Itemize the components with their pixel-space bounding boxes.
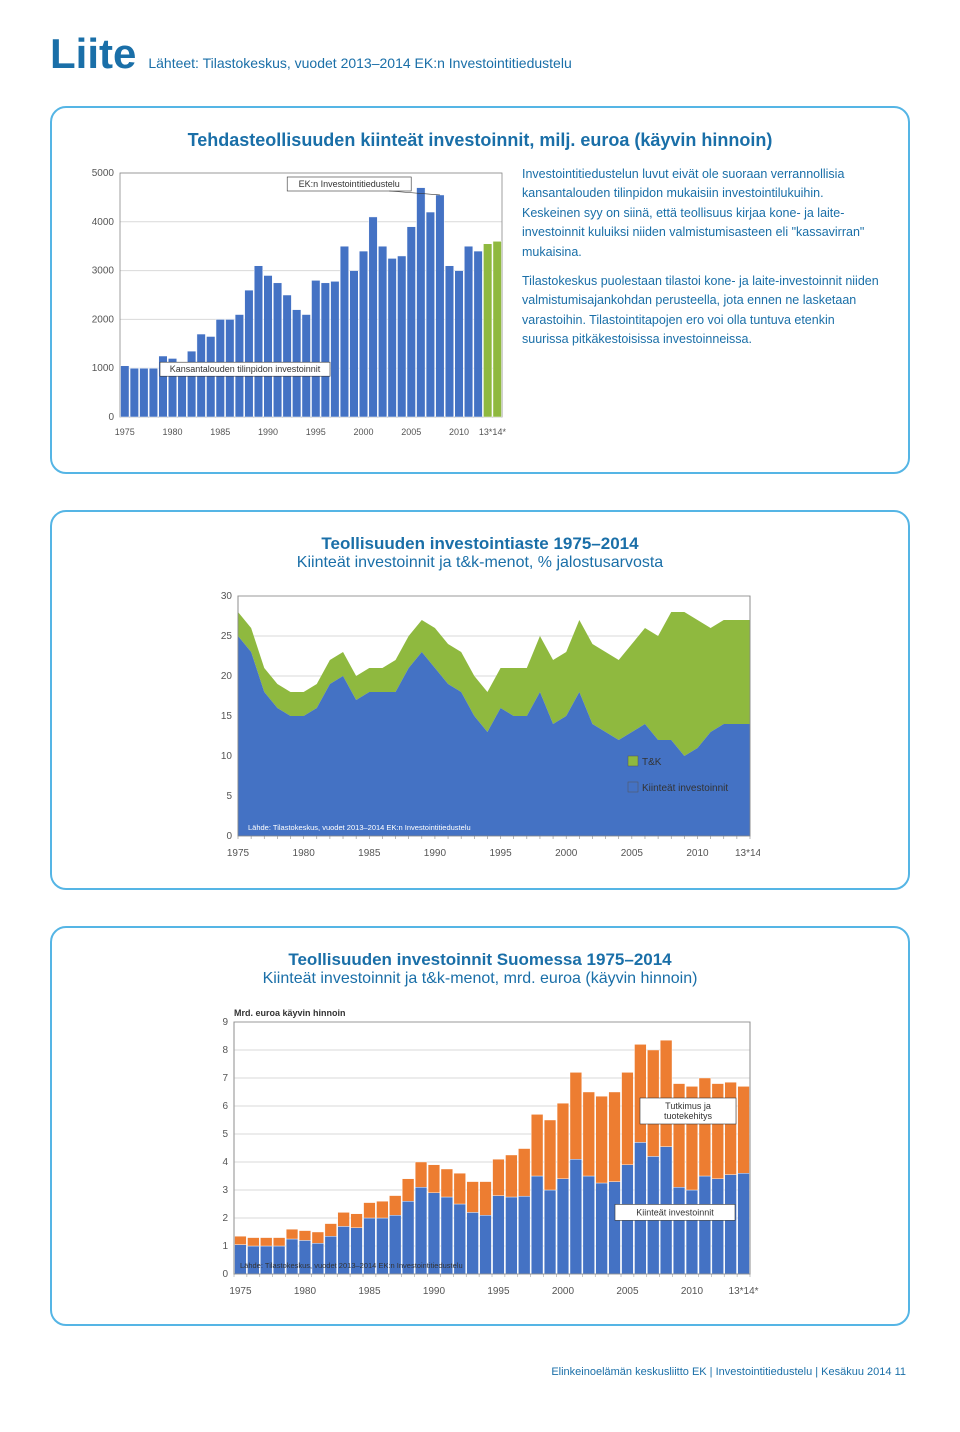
svg-text:5000: 5000 xyxy=(92,168,115,179)
svg-text:1995: 1995 xyxy=(487,1286,510,1297)
svg-text:2000: 2000 xyxy=(354,427,374,437)
svg-text:2005: 2005 xyxy=(401,427,421,437)
svg-text:8: 8 xyxy=(222,1045,228,1056)
page-title: Liite xyxy=(50,30,136,78)
svg-text:1990: 1990 xyxy=(423,1286,446,1297)
svg-text:13*14*: 13*14* xyxy=(729,1286,759,1297)
chart2-title-line1: Teollisuuden investointiaste 1975–2014 xyxy=(78,534,882,554)
svg-text:6: 6 xyxy=(222,1101,228,1112)
svg-text:20: 20 xyxy=(221,671,233,682)
svg-text:13*14*: 13*14* xyxy=(479,427,507,437)
sources-label: Lähteet: Tilastokeskus, vuodet 2013–2014… xyxy=(148,55,571,71)
svg-text:5: 5 xyxy=(226,791,232,802)
chart-card-2: Teollisuuden investointiaste 1975–2014 K… xyxy=(50,510,910,890)
chart2-title-line2: Kiinteät investoinnit ja t&k-menot, % ja… xyxy=(78,554,882,572)
svg-text:Mrd. euroa käyvin hinnoin: Mrd. euroa käyvin hinnoin xyxy=(234,1008,346,1018)
page: Liite Lähteet: Tilastokeskus, vuodet 201… xyxy=(0,0,960,1398)
svg-text:13*14*: 13*14* xyxy=(735,848,760,859)
svg-text:4000: 4000 xyxy=(92,217,115,228)
page-header: Liite Lähteet: Tilastokeskus, vuodet 201… xyxy=(50,30,910,78)
chart1-title: Tehdasteollisuuden kiinteät investoinnit… xyxy=(78,130,882,151)
svg-text:Lähde: Tilastokeskus, vuodet 2: Lähde: Tilastokeskus, vuodet 2013–2014 E… xyxy=(240,1261,463,1270)
svg-text:1975: 1975 xyxy=(227,848,250,859)
svg-text:1990: 1990 xyxy=(424,848,447,859)
chart1-plot: 0 1000 2000 3000 4000 5000 1975 1980 1985 1990 199… xyxy=(78,165,508,450)
svg-text:3000: 3000 xyxy=(92,266,115,277)
svg-text:10: 10 xyxy=(221,751,233,762)
svg-text:1995: 1995 xyxy=(306,427,326,437)
svg-text:3: 3 xyxy=(222,1185,228,1196)
svg-text:1000: 1000 xyxy=(92,363,115,374)
chart3-title-line2: Kiinteät investoinnit ja t&k-menot, mrd.… xyxy=(78,970,882,988)
svg-text:2005: 2005 xyxy=(621,848,644,859)
svg-text:2000: 2000 xyxy=(555,848,578,859)
svg-text:1995: 1995 xyxy=(489,848,512,859)
svg-text:Kiinteät investoinnit: Kiinteät investoinnit xyxy=(642,783,728,794)
svg-text:15: 15 xyxy=(221,711,233,722)
svg-text:Tutkimus ja: Tutkimus ja xyxy=(665,1101,711,1111)
svg-text:1980: 1980 xyxy=(163,427,183,437)
svg-text:4: 4 xyxy=(222,1157,228,1168)
svg-text:2010: 2010 xyxy=(449,427,469,437)
chart2-plot: 0 5 10 15 20 25 30 1975 1980 1985 1990 1995 2000 2005… xyxy=(78,586,882,866)
svg-text:EK:n Investointitiedustelu: EK:n Investointitiedustelu xyxy=(299,179,400,189)
svg-text:25: 25 xyxy=(221,631,233,642)
svg-text:1990: 1990 xyxy=(258,427,278,437)
svg-text:2: 2 xyxy=(222,1213,228,1224)
chart3-title-line1: Teollisuuden investoinnit Suomessa 1975–… xyxy=(78,950,882,970)
svg-text:2010: 2010 xyxy=(681,1286,704,1297)
svg-text:T&K: T&K xyxy=(642,757,662,768)
chart1-description: Investointitiedustelun luvut eivät ole s… xyxy=(522,165,882,450)
svg-text:1975: 1975 xyxy=(229,1286,252,1297)
svg-text:2000: 2000 xyxy=(552,1286,575,1297)
svg-text:1985: 1985 xyxy=(210,427,230,437)
svg-text:1: 1 xyxy=(222,1241,228,1252)
svg-text:2010: 2010 xyxy=(686,848,709,859)
svg-text:1980: 1980 xyxy=(294,1286,317,1297)
svg-text:7: 7 xyxy=(222,1073,228,1084)
chart-card-1: Tehdasteollisuuden kiinteät investoinnit… xyxy=(50,106,910,474)
chart1-desc-p1: Investointitiedustelun luvut eivät ole s… xyxy=(522,165,882,262)
svg-text:Kansantalouden tilinpidon inve: Kansantalouden tilinpidon investoinnit xyxy=(170,364,321,374)
svg-text:Lähde: Tilastokeskus, vuodet 2: Lähde: Tilastokeskus, vuodet 2013–2014 E… xyxy=(248,823,471,832)
svg-text:tuotekehitys: tuotekehitys xyxy=(664,1111,713,1121)
chart3-plot: Mrd. euroa käyvin hinnoin 0 1 2 3 4 5 6 7 8 9 1975 1… xyxy=(78,1002,882,1302)
svg-text:Kiinteät investoinnit: Kiinteät investoinnit xyxy=(636,1207,714,1217)
svg-text:0: 0 xyxy=(222,1269,228,1280)
svg-text:1975: 1975 xyxy=(115,427,135,437)
page-footer: Elinkeinoelämän keskusliitto EK | Invest… xyxy=(50,1366,910,1378)
svg-text:1985: 1985 xyxy=(358,848,381,859)
chart1-desc-p2: Tilastokeskus puolestaan tilastoi kone- … xyxy=(522,272,882,350)
svg-text:2000: 2000 xyxy=(92,314,115,325)
svg-text:30: 30 xyxy=(221,591,233,602)
svg-text:0: 0 xyxy=(108,412,114,423)
svg-text:5: 5 xyxy=(222,1129,228,1140)
svg-text:1980: 1980 xyxy=(293,848,316,859)
chart-card-3: Teollisuuden investoinnit Suomessa 1975–… xyxy=(50,926,910,1326)
svg-text:9: 9 xyxy=(222,1017,228,1028)
svg-text:2005: 2005 xyxy=(616,1286,639,1297)
svg-text:1985: 1985 xyxy=(358,1286,381,1297)
svg-text:0: 0 xyxy=(226,831,232,842)
